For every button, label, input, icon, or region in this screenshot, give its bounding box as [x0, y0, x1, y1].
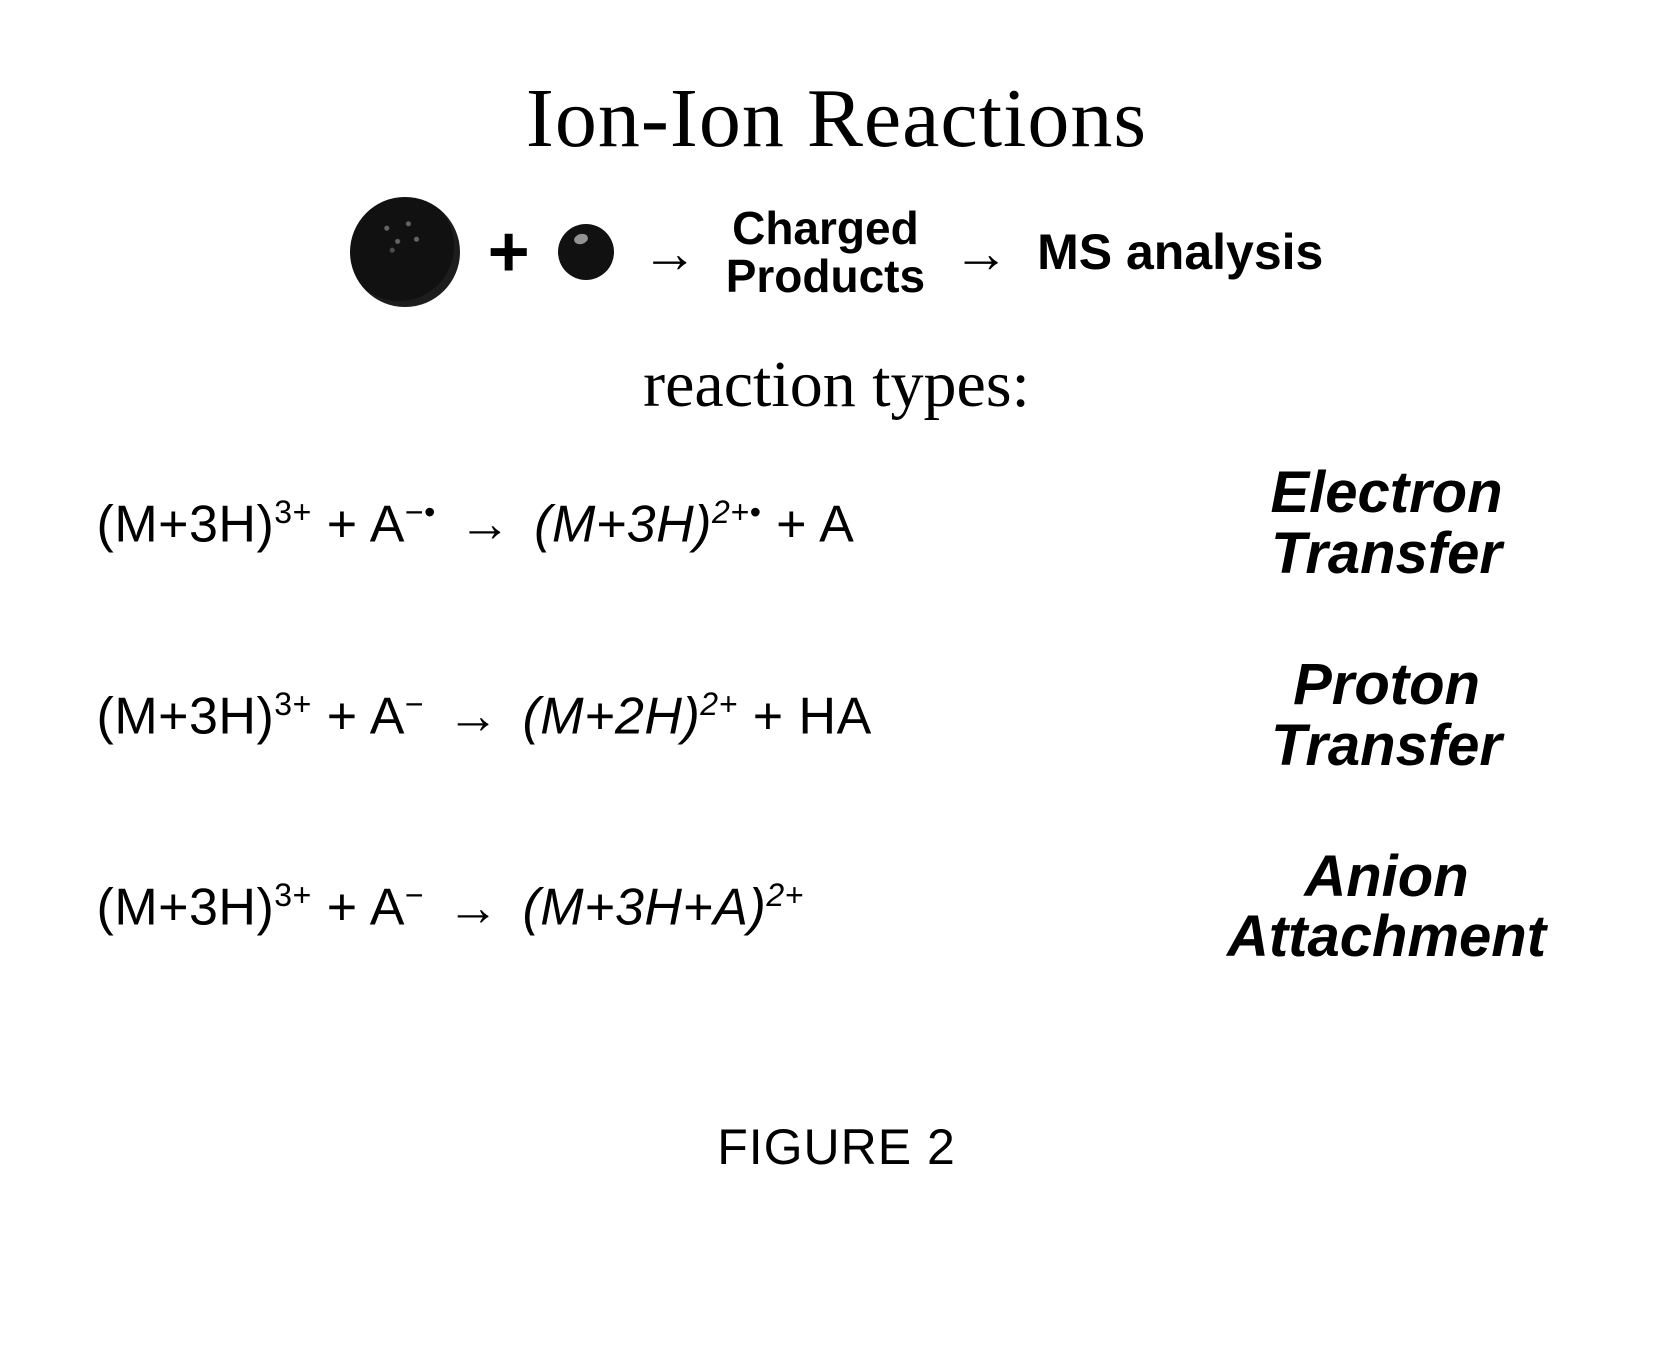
plus-symbol: + — [312, 687, 370, 745]
reactant1-base: (M+3H) — [97, 495, 275, 553]
product2-base: HA — [799, 687, 872, 745]
plus-symbol: + — [738, 687, 799, 745]
product1-charge: 2+ — [700, 686, 737, 722]
ms-analysis-label: MS analysis — [1037, 223, 1323, 281]
figure-page: Ion-Ion Reactions + → Charged Products →… — [0, 0, 1673, 1347]
reaction-label-line2: Transfer — [1177, 716, 1597, 777]
reactant1-charge: 3+ — [274, 494, 311, 530]
reactant1-charge: 3+ — [274, 686, 311, 722]
page-title: Ion-Ion Reactions — [0, 70, 1673, 167]
arrow-icon: → — [447, 878, 500, 938]
reaction-scheme: + → Charged Products → MS analysis — [0, 197, 1673, 307]
reaction-type-label: Electron Transfer — [1177, 463, 1597, 585]
charged-products-label: Charged Products — [726, 204, 925, 301]
product1-base: (M+3H+A) — [522, 879, 766, 937]
reactant1-base: (M+3H) — [97, 687, 275, 745]
anion-icon — [558, 224, 614, 280]
plus-symbol: + — [312, 495, 370, 553]
product1-charge: 2+ — [766, 877, 803, 913]
plus-symbol: + — [761, 495, 819, 553]
reactant2-base: A — [370, 495, 405, 553]
figure-caption: FIGURE 2 — [0, 1118, 1673, 1176]
charged-products-line2: Products — [726, 252, 925, 300]
plus-symbol: + — [312, 879, 370, 937]
reaction-label-line1: Anion — [1177, 847, 1597, 908]
reaction-label-line2: Transfer — [1177, 524, 1597, 585]
reaction-label-line2: Attachment — [1177, 907, 1597, 968]
reaction-type-label: Anion Attachment — [1177, 847, 1597, 969]
reaction-equation: (M+3H)3+ + A−• → (M+3H)2+• + A — [77, 494, 1157, 554]
reactant2-charge: − — [405, 686, 424, 722]
product1-base: (M+2H) — [522, 687, 700, 745]
reactant1-charge: 3+ — [274, 877, 311, 913]
product1-charge: 2+• — [712, 494, 761, 530]
reaction-list: (M+3H)3+ + A−• → (M+3H)2+• + A Electron … — [77, 463, 1597, 968]
reactant1-base: (M+3H) — [97, 879, 275, 937]
reaction-equation: (M+3H)3+ + A− → (M+3H+A)2+ — [77, 877, 1157, 937]
reactant2-charge: − — [405, 877, 424, 913]
product1-base: (M+3H) — [534, 495, 712, 553]
cation-icon — [350, 197, 460, 307]
reactant2-charge: −• — [405, 494, 436, 530]
charged-products-line1: Charged — [726, 204, 925, 252]
reactant2-base: A — [370, 879, 405, 937]
arrow-icon: → — [642, 220, 698, 285]
reaction-label-line1: Electron — [1177, 463, 1597, 524]
plus-symbol: + — [488, 211, 530, 293]
arrow-icon: → — [459, 494, 512, 554]
reaction-label-line1: Proton — [1177, 655, 1597, 716]
arrow-icon: → — [447, 686, 500, 746]
product2-base: A — [819, 495, 854, 553]
reactant2-base: A — [370, 687, 405, 745]
reaction-equation: (M+3H)3+ + A− → (M+2H)2+ + HA — [77, 686, 1157, 746]
reaction-type-label: Proton Transfer — [1177, 655, 1597, 777]
reaction-types-subtitle: reaction types: — [0, 347, 1673, 423]
arrow-icon: → — [953, 220, 1009, 285]
